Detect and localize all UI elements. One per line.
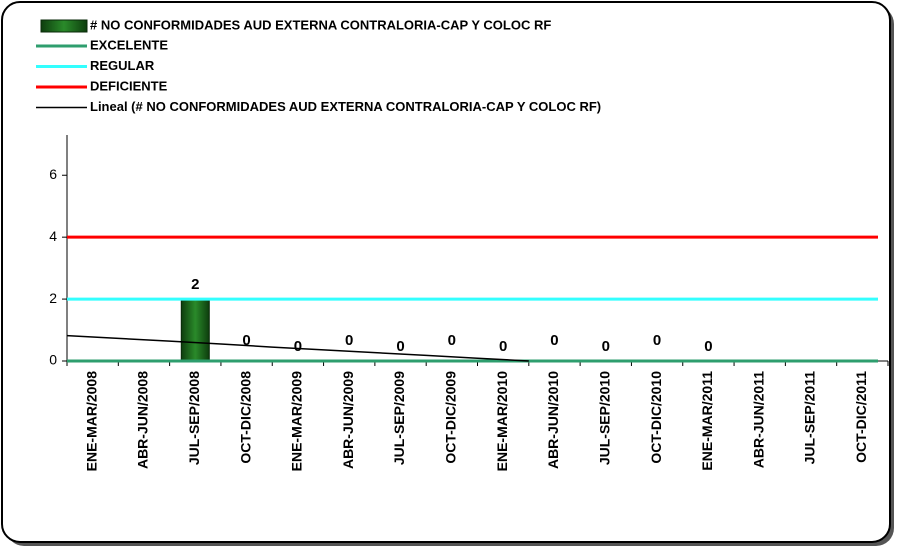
legend-label: DEFICIENTE [90,78,168,93]
x-tick-label: ABR-JUN/2009 [340,371,356,469]
legend-label: # NO CONFORMIDADES AUD EXTERNA CONTRALOR… [90,17,551,32]
y-tick-label: 4 [49,228,57,244]
x-tick-label: ENE-MAR/2011 [699,371,715,471]
data-label: 0 [704,338,712,355]
x-tick-label: OCT-DIC/2009 [443,371,459,464]
x-tick-label: ABR-JUN/2010 [545,371,561,469]
legend-label: REGULAR [90,58,155,73]
data-label: 2 [191,276,199,293]
legend-label: Lineal (# NO CONFORMIDADES AUD EXTERNA C… [90,99,601,114]
x-tick-label: JUL-SEP/2011 [802,371,818,465]
x-tick-label: ABR-JUN/2008 [135,371,151,469]
data-label: 0 [242,332,250,349]
x-tick-label: OCT-DIC/2011 [853,371,869,463]
series-line [66,334,529,362]
x-tick-label: OCT-DIC/2008 [237,371,253,464]
x-tick-label: ENE-MAR/2008 [83,371,99,472]
legend-label: EXCELENTE [90,37,168,52]
legend-swatch [40,19,88,33]
y-tick-label: 0 [49,352,57,368]
y-tick-label: 2 [49,290,57,306]
x-tick-label: JUL-SEP/2009 [391,371,407,465]
data-label: 0 [294,338,302,355]
x-tick-label: JUL-SEP/2008 [186,371,202,465]
x-tick-label: JUL-SEP/2010 [596,371,612,465]
data-label: 0 [448,332,456,349]
bar [180,298,210,362]
data-label: 0 [653,332,661,349]
data-label: 0 [345,332,353,349]
x-tick-label: ABR-JUN/2011 [750,371,766,468]
y-tick-label: 6 [49,166,57,182]
data-label: 0 [396,338,404,355]
x-tick-label: ENE-MAR/2009 [289,371,305,472]
data-label: 0 [499,338,507,355]
data-label: 0 [602,338,610,355]
frame [1,1,891,543]
data-label: 0 [550,332,558,349]
x-tick-label: OCT-DIC/2010 [648,371,664,464]
x-tick-label: ENE-MAR/2010 [494,371,510,472]
